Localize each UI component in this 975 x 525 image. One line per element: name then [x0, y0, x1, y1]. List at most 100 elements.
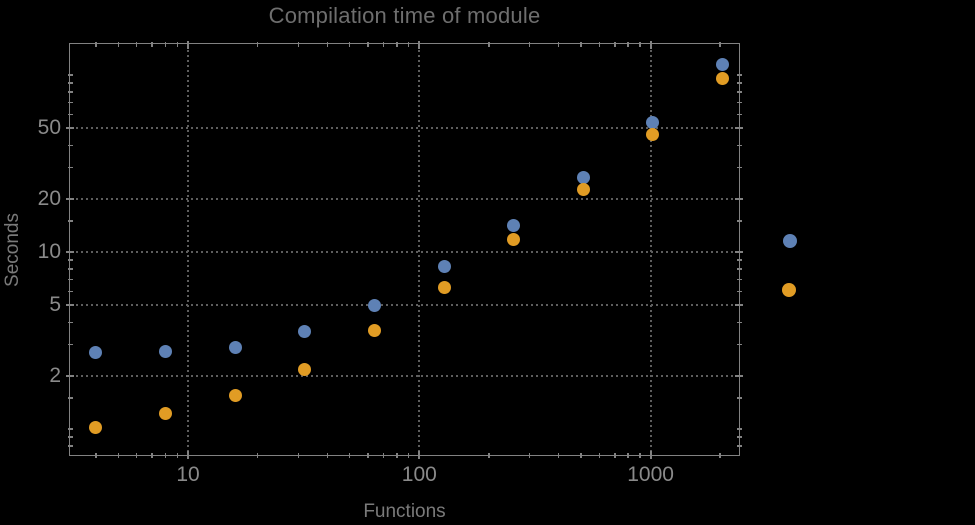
- x-minor-tick-top: [164, 42, 167, 47]
- y-minor-tick-right: [737, 113, 742, 116]
- y-tick-label: 50: [37, 116, 61, 140]
- y-minor-tick: [68, 278, 73, 281]
- y-minor-tick: [68, 321, 73, 324]
- x-minor-tick-top: [367, 42, 369, 47]
- x-major-tick-top: [418, 41, 421, 49]
- x-minor-tick-top: [382, 42, 385, 47]
- x-minor-tick-top: [256, 42, 259, 47]
- y-major-tick-right: [735, 197, 743, 200]
- data-point-series-1-blue: [646, 115, 660, 129]
- x-minor-tick-top: [176, 42, 179, 47]
- y-major-tick-right: [735, 304, 743, 307]
- x-minor-tick: [348, 453, 351, 458]
- x-minor-tick: [580, 453, 582, 458]
- y-major-tick: [66, 251, 74, 253]
- data-point-series-1-blue: [298, 325, 312, 339]
- x-minor-tick-top: [407, 42, 410, 47]
- x-minor-tick: [256, 453, 259, 458]
- x-minor-tick-top: [639, 42, 641, 47]
- data-point-series-1-blue: [159, 344, 173, 358]
- x-minor-tick-top: [528, 42, 531, 47]
- y-minor-tick: [68, 82, 73, 84]
- x-gridline: [649, 45, 652, 454]
- y-minor-tick-right: [737, 82, 742, 84]
- data-point-series-1-blue: [367, 298, 381, 312]
- x-minor-tick-top: [326, 42, 328, 47]
- y-major-tick: [66, 304, 74, 307]
- y-minor-tick-right: [737, 220, 742, 222]
- x-minor-tick-top: [117, 42, 120, 47]
- y-gridline: [71, 304, 738, 307]
- x-minor-tick-top: [135, 42, 138, 47]
- x-minor-tick: [614, 453, 616, 458]
- data-point-series-2-orange: [228, 389, 242, 403]
- x-minor-tick: [297, 453, 300, 458]
- x-minor-tick: [528, 453, 531, 458]
- y-minor-tick: [68, 144, 73, 147]
- data-point-series-1-blue: [576, 170, 590, 184]
- x-major-tick-top: [187, 41, 189, 49]
- y-minor-tick: [68, 74, 73, 76]
- y-minor-tick-right: [737, 144, 742, 147]
- y-minor-tick-right: [737, 436, 742, 438]
- x-minor-tick: [719, 453, 721, 458]
- x-major-tick-top: [649, 41, 652, 49]
- y-minor-tick-right: [737, 343, 742, 346]
- data-point-series-2-orange: [89, 420, 103, 434]
- x-minor-tick-top: [488, 42, 490, 47]
- x-minor-tick: [135, 453, 138, 458]
- data-point-series-1-blue: [89, 346, 103, 360]
- data-point-series-1-blue: [507, 219, 521, 233]
- x-minor-tick: [639, 453, 641, 458]
- x-major-tick: [187, 451, 189, 459]
- x-minor-tick-top: [557, 42, 560, 47]
- y-gridline: [71, 127, 738, 130]
- x-axis-title: Functions: [363, 501, 446, 522]
- y-minor-tick-right: [737, 166, 742, 169]
- y-minor-tick-right: [737, 428, 742, 430]
- y-gridline: [71, 197, 738, 200]
- y-minor-tick: [68, 268, 73, 270]
- y-minor-tick-right: [737, 445, 742, 447]
- y-major-tick: [66, 127, 74, 130]
- y-minor-tick: [68, 220, 73, 222]
- y-minor-tick: [68, 343, 73, 346]
- data-point-series-1-blue: [716, 57, 730, 71]
- y-minor-tick: [68, 436, 73, 438]
- x-tick-label: 100: [401, 463, 437, 486]
- x-tick-label: 10: [176, 463, 200, 486]
- y-minor-tick-right: [737, 268, 742, 270]
- x-minor-tick: [176, 453, 179, 458]
- x-minor-tick-top: [580, 42, 582, 47]
- data-point-series-2-orange: [507, 232, 521, 246]
- x-minor-tick: [367, 453, 369, 458]
- x-minor-tick-top: [348, 42, 351, 47]
- x-minor-tick-top: [627, 42, 629, 47]
- data-point-series-2-orange: [159, 407, 173, 421]
- y-major-tick-right: [735, 251, 743, 253]
- data-point-series-2-orange: [646, 128, 660, 142]
- y-major-tick-right: [735, 374, 743, 377]
- y-tick-label: 10: [37, 240, 61, 263]
- data-point-series-2-orange: [298, 362, 312, 376]
- y-gridline: [71, 374, 738, 377]
- y-tick-label: 5: [49, 293, 61, 317]
- x-minor-tick: [164, 453, 167, 458]
- y-minor-tick: [68, 259, 73, 261]
- legend-marker-series-1-blue: [783, 234, 797, 248]
- y-major-tick: [66, 197, 74, 200]
- plot-frame: [69, 43, 740, 456]
- x-minor-tick-top: [719, 42, 721, 47]
- y-tick-label: 20: [37, 186, 61, 210]
- data-point-series-1-blue: [437, 260, 451, 274]
- x-gridline: [187, 45, 189, 454]
- data-point-series-2-orange: [367, 324, 381, 338]
- x-minor-tick: [627, 453, 629, 458]
- y-minor-tick: [68, 113, 73, 116]
- y-major-tick: [66, 374, 74, 377]
- y-minor-tick-right: [737, 259, 742, 261]
- x-minor-tick: [151, 453, 153, 458]
- x-minor-tick: [407, 453, 410, 458]
- y-minor-tick-right: [737, 397, 742, 399]
